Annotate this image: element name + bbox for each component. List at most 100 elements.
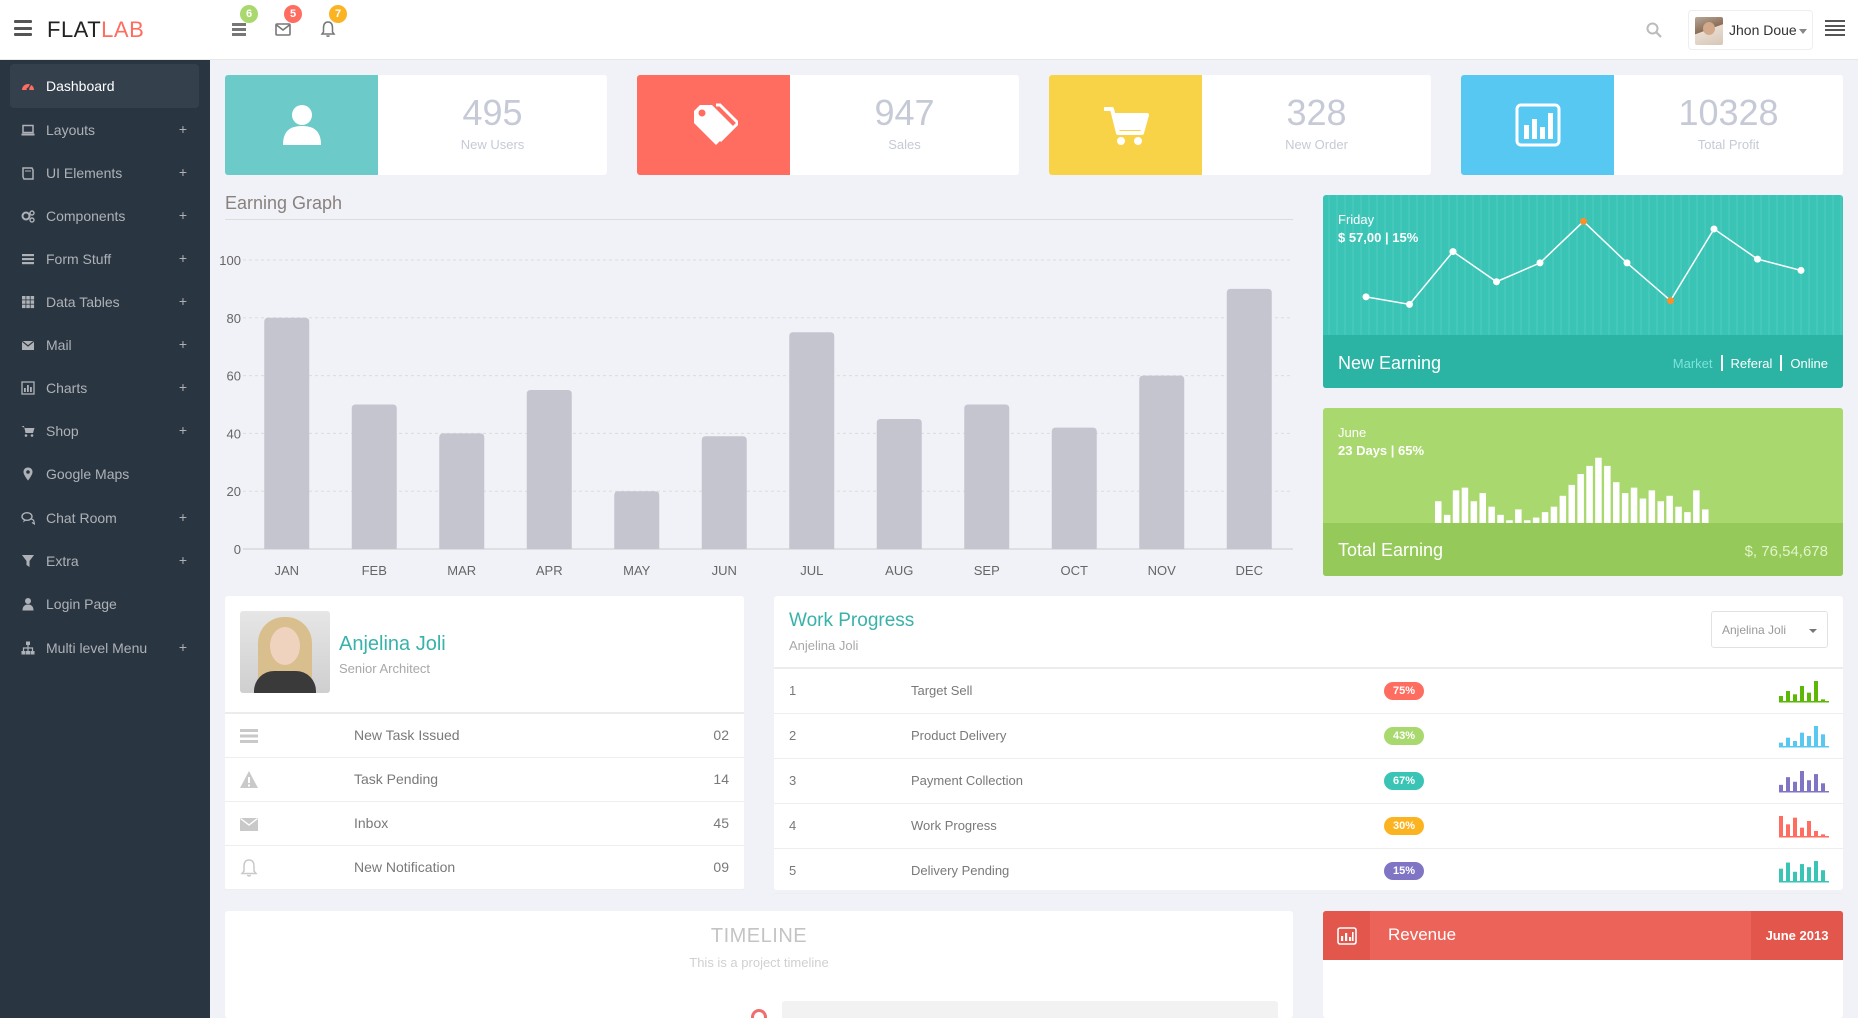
sparkline-bar — [1821, 734, 1825, 746]
envelope-icon — [20, 337, 36, 353]
plus-icon: + — [178, 293, 187, 309]
sidebar: Dashboard Layouts + UI Elements + Components +… — [0, 60, 210, 1018]
user-icon — [20, 596, 36, 612]
sidebar-item-ui-elements[interactable]: UI Elements + — [10, 151, 199, 195]
earning-bar — [1675, 506, 1682, 523]
sidebar-item-shop[interactable]: Shop + — [10, 409, 199, 453]
th-icon — [20, 294, 36, 310]
inbox-notification-button[interactable]: 5 — [272, 5, 302, 40]
stat-value: 10328 — [1678, 92, 1779, 133]
sidebar-item-extra[interactable]: Extra + — [10, 539, 199, 583]
profile-row-notification[interactable]: New Notification 09 — [225, 846, 744, 890]
envelope-icon — [275, 23, 291, 36]
profile-row-inbox[interactable]: Inbox 45 — [225, 802, 744, 846]
bell-icon — [240, 859, 258, 877]
profile-card: Anjelina Joli Senior Architect New Task … — [225, 596, 744, 890]
tasks-notification-button[interactable]: 6 — [228, 5, 258, 40]
plus-icon: + — [178, 164, 187, 180]
person-select[interactable]: Anjelina Joli — [1711, 611, 1828, 648]
earning-bar — [1693, 490, 1700, 523]
link-referal[interactable]: Referal — [1730, 355, 1773, 371]
sparkline-bar — [1779, 784, 1783, 791]
earning-bar — [1630, 487, 1638, 523]
work-row-sparkline — [1779, 861, 1829, 883]
stat-value: 947 — [874, 92, 935, 133]
profile-row-label: New Notification — [354, 859, 456, 875]
earning-bar — [1488, 506, 1495, 523]
x-tick-label: SEP — [974, 563, 1000, 578]
plus-icon: + — [178, 422, 187, 438]
y-tick-label: 40 — [227, 426, 241, 441]
sparkline-bar — [1821, 834, 1825, 836]
logo[interactable]: FLATLAB — [47, 17, 144, 43]
sidebar-item-layouts[interactable]: Layouts + — [10, 108, 199, 152]
sparkline-bar — [1814, 681, 1818, 701]
stat-symbol — [637, 75, 790, 175]
sidebar-item-chat-room[interactable]: Chat Room + — [10, 496, 199, 540]
sidebar-item-charts[interactable]: Charts + — [10, 366, 199, 410]
sidebar-item-dashboard[interactable]: Dashboard — [10, 64, 199, 108]
user-icon — [282, 105, 321, 145]
sidebar-toggle-icon[interactable] — [14, 20, 32, 36]
user-dropdown[interactable]: Jhon Doue — [1688, 10, 1813, 50]
sparkline-bar — [1814, 831, 1818, 836]
sidebar-item-components[interactable]: Components + — [10, 194, 199, 238]
earning-card-footer — [1323, 335, 1843, 388]
total-earning-card: June 23 Days | 65% Total Earning $, 76,5… — [1323, 408, 1843, 576]
sidebar-item-mail[interactable]: Mail + — [10, 323, 199, 367]
sparkline-bar — [1800, 686, 1804, 701]
timeline-entry — [782, 1001, 1278, 1018]
profile-row-value: 14 — [713, 771, 729, 787]
earning-bar — [1648, 490, 1656, 523]
earning-card-title: New Earning — [1338, 353, 1442, 373]
earning-bar — [1470, 501, 1478, 523]
work-row-percent-badge: 15% — [1384, 862, 1424, 880]
alerts-notification-button[interactable]: 7 — [317, 5, 347, 40]
line-point — [1536, 259, 1544, 267]
plus-icon: + — [178, 509, 187, 525]
work-row-number: 4 — [789, 818, 797, 833]
sitemap-icon — [20, 640, 36, 656]
profile-name[interactable]: Anjelina Joli — [339, 633, 446, 655]
x-tick-label: AUG — [885, 563, 913, 578]
sidebar-item-login-page[interactable]: Login Page — [10, 582, 199, 626]
line-point — [1406, 300, 1413, 308]
link-market[interactable]: Market — [1672, 355, 1713, 371]
sparkline-bar — [1807, 692, 1811, 701]
earning-bar — [1479, 493, 1486, 523]
sparkline-bar — [1786, 862, 1790, 881]
right-sidebar-toggle-icon[interactable] — [1825, 20, 1845, 36]
profile-row-tasks[interactable]: New Task Issued 02 — [225, 714, 744, 758]
line-point — [1493, 278, 1500, 286]
bell-icon — [320, 21, 336, 37]
profile-row-pending[interactable]: Task Pending 14 — [225, 758, 744, 802]
link-separator — [1720, 355, 1723, 371]
revenue-title: Revenue — [1388, 925, 1457, 944]
timeline-dot — [751, 1009, 767, 1018]
stat-label: New Users — [460, 137, 525, 152]
line-point — [1449, 248, 1457, 256]
work-row-label: Work Progress — [911, 818, 997, 833]
alerts-count-badge: 7 — [329, 5, 347, 23]
sidebar-item-data-tables[interactable]: Data Tables + — [10, 280, 199, 324]
chevron-down-icon — [1809, 629, 1817, 633]
profile-photo — [240, 611, 330, 693]
plus-icon: + — [178, 207, 187, 223]
sidebar-item-google-maps[interactable]: Google Maps — [10, 452, 199, 496]
line-point — [1754, 255, 1761, 263]
sidebar-item-multi-level-menu[interactable]: Multi level Menu + — [10, 626, 199, 670]
bar-oct — [1051, 427, 1097, 549]
earning-bar — [1639, 498, 1647, 523]
profile-divider — [225, 712, 744, 714]
earning-bar — [1435, 501, 1442, 523]
link-online[interactable]: Online — [1790, 355, 1828, 371]
bar-chart-icon — [1336, 926, 1357, 945]
y-tick-label: 80 — [227, 311, 241, 326]
sidebar-item-form-stuff[interactable]: Form Stuff + — [10, 237, 199, 281]
shopping-cart-icon — [20, 423, 36, 439]
sparkline-bar — [1793, 694, 1797, 701]
sparkline-bar — [1786, 737, 1790, 746]
search-icon[interactable] — [1645, 21, 1663, 39]
tasks-icon — [240, 729, 258, 743]
work-progress-card: Work Progress Anjelina Joli Anjelina Jol… — [774, 596, 1843, 894]
